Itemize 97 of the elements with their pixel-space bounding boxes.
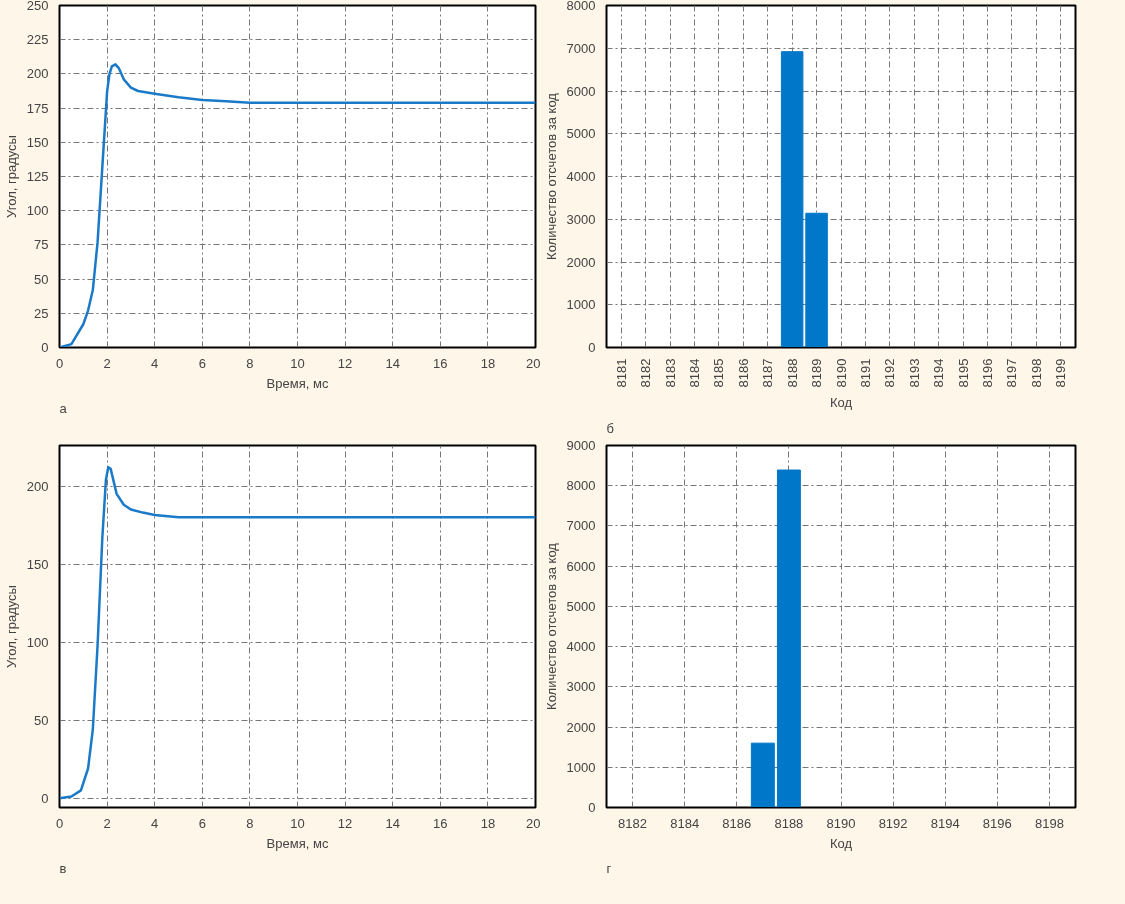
y-tick-label: 5000 (566, 598, 596, 614)
y-axis-title: Количество отсчетов за код (543, 542, 559, 710)
y-tick-label: 7000 (566, 518, 596, 534)
x-tick-label: 8191 (857, 358, 873, 388)
y-tick-label: 7000 (566, 40, 596, 56)
y-tick-label: 200 (26, 478, 49, 494)
x-tick-label: 8195 (955, 358, 971, 388)
x-tick-label: 16 (433, 355, 448, 371)
y-tick-label: 0 (588, 800, 596, 815)
x-tick-label: 8193 (906, 358, 922, 388)
x-tick-label: 16 (433, 815, 448, 831)
x-tick-label: 8184 (686, 358, 702, 388)
x-tick-label: 12 (337, 355, 353, 371)
y-tick-label: 6000 (566, 558, 596, 574)
y-tick-label: 3000 (566, 211, 596, 227)
x-axis-title: Время, мс (266, 375, 329, 391)
x-tick-label: 8 (246, 355, 254, 371)
x-tick-label: 4 (151, 815, 159, 831)
x-tick-label: 10 (290, 815, 305, 831)
x-tick-label: 6 (198, 355, 206, 371)
y-tick-label: 3000 (566, 679, 596, 695)
x-tick-label: 8192 (878, 815, 908, 831)
x-tick-label: 4 (151, 355, 159, 371)
text: б (606, 420, 614, 436)
y-tick-label: 100 (26, 634, 49, 650)
y-tick-label: 2000 (566, 254, 596, 270)
x-tick-label: 8192 (882, 358, 898, 388)
y-tick-label: 125 (26, 169, 49, 184)
x-tick-label: 8198 (1028, 358, 1044, 388)
x-tick-label: 8185 (711, 358, 727, 388)
x-tick-label: 14 (385, 355, 400, 371)
x-axis-title: Время, мс (266, 835, 329, 851)
y-tick-label: 50 (34, 271, 49, 287)
x-tick-label: 8194 (930, 815, 960, 831)
x-tick-label: 6 (198, 815, 206, 831)
text: в (59, 860, 67, 876)
x-tick-label: 8194 (931, 358, 947, 388)
x-tick-label: 8184 (670, 815, 700, 831)
y-tick-label: 25 (34, 305, 49, 321)
y-tick-label: 9000 (566, 438, 596, 453)
x-tick-label: 14 (385, 815, 400, 831)
y-tick-label: 4000 (566, 169, 596, 184)
x-tick-label: 12 (337, 815, 353, 831)
x-tick-label: 8198 (1034, 815, 1064, 831)
y-tick-label: 50 (34, 712, 49, 728)
y-tick-label: 5000 (566, 126, 596, 142)
y-tick-label: 250 (26, 0, 49, 13)
x-tick-label: 8190 (826, 815, 856, 831)
y-tick-label: 175 (26, 100, 49, 116)
x-tick-label: 8188 (784, 358, 800, 388)
y-tick-label: 8000 (566, 478, 596, 494)
x-axis-title: Код (829, 835, 853, 851)
x-tick-label: 8 (246, 815, 254, 831)
x-tick-label: 18 (480, 815, 496, 831)
y-tick-label: 0 (588, 340, 596, 355)
x-tick-label: 20 (526, 355, 541, 371)
x-tick-label: 8190 (833, 358, 849, 388)
x-tick-label: 8188 (774, 815, 804, 831)
y-tick-label: 4000 (566, 639, 596, 655)
x-tick-label: 8182 (638, 358, 654, 388)
y-tick-label: 1000 (566, 759, 596, 775)
x-tick-label: 8196 (982, 815, 1012, 831)
x-tick-label: 8186 (735, 358, 751, 388)
y-tick-label: 1000 (566, 297, 596, 313)
y-axis-title: Угол, градусы (3, 135, 19, 218)
x-tick-label: 10 (290, 355, 305, 371)
x-tick-label: 8187 (760, 358, 776, 388)
x-tick-label: 8183 (662, 358, 678, 388)
x-axis-title: Код (829, 395, 853, 411)
x-tick-label: 0 (55, 355, 64, 371)
x-tick-label: 2 (103, 355, 111, 371)
y-tick-label: 0 (41, 790, 49, 806)
y-tick-label: 100 (26, 203, 49, 219)
y-tick-label: 225 (26, 32, 49, 48)
y-tick-label: 2000 (566, 719, 596, 735)
text: г (606, 860, 612, 876)
y-tick-label: 8000 (566, 0, 596, 13)
text: а (59, 400, 68, 416)
y-tick-label: 150 (26, 556, 49, 572)
y-tick-label: 6000 (566, 83, 596, 99)
x-tick-label: 8189 (809, 358, 825, 388)
x-tick-label: 8182 (618, 815, 648, 831)
y-tick-label: 0 (41, 340, 49, 355)
x-tick-label: 0 (55, 815, 64, 831)
y-tick-label: 200 (26, 66, 49, 82)
x-tick-label: 18 (480, 355, 496, 371)
x-tick-label: 8199 (1053, 358, 1069, 388)
x-tick-label: 20 (526, 815, 541, 831)
y-tick-label: 75 (34, 237, 49, 253)
x-tick-label: 8197 (1004, 358, 1020, 388)
x-tick-label: 8181 (613, 358, 629, 388)
y-axis-title: Количество отсчетов за код (543, 92, 559, 260)
x-tick-label: 2 (103, 815, 111, 831)
y-tick-label: 150 (26, 134, 49, 150)
x-tick-label: 8196 (980, 358, 996, 388)
x-tick-label: 8186 (722, 815, 752, 831)
y-axis-title: Угол, градусы (3, 585, 19, 668)
